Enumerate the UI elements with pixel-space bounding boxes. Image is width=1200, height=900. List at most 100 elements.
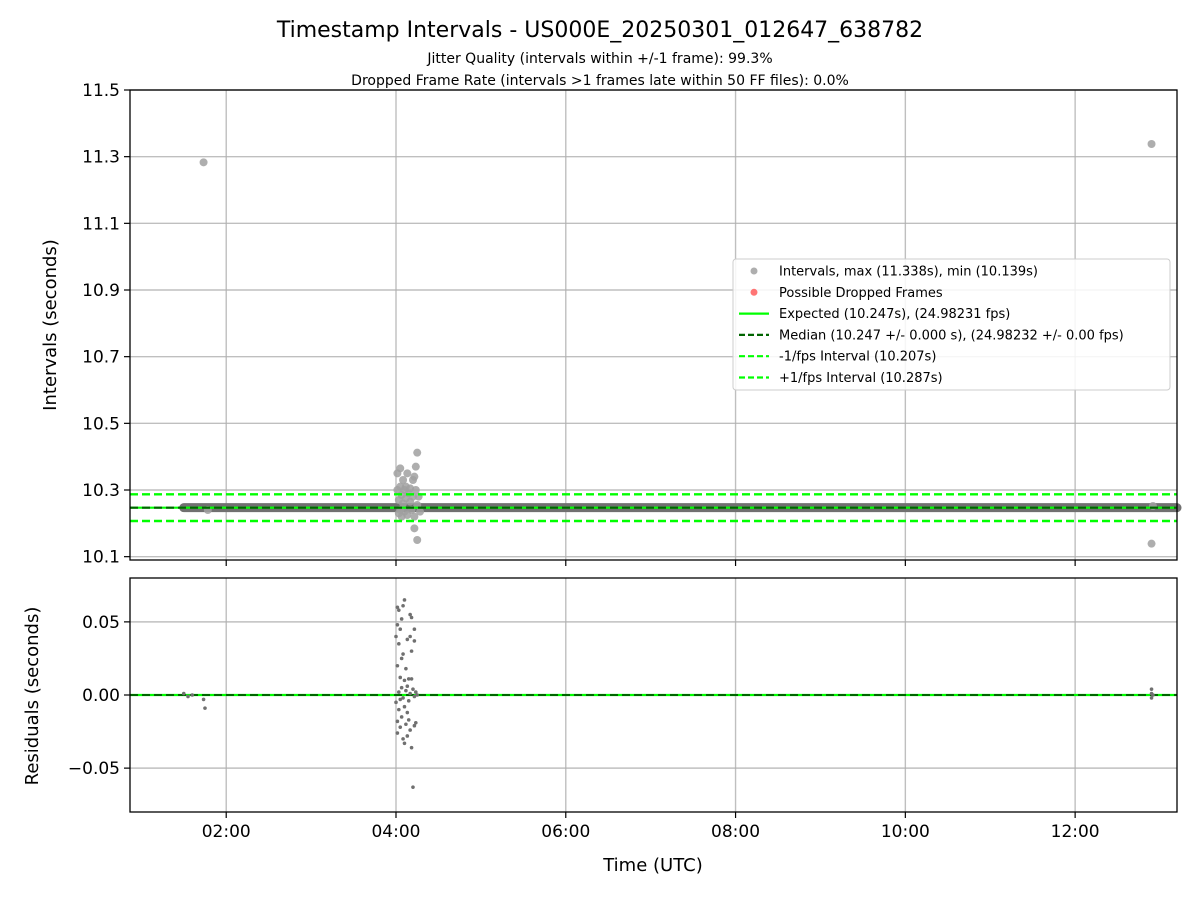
- residual-point: [395, 623, 400, 627]
- residual-point: [401, 652, 405, 656]
- legend-entry: Median (10.247 +/- 0.000 s), (24.98232 +…: [779, 328, 1124, 343]
- residual-point: [409, 745, 414, 750]
- residual-point: [412, 627, 417, 631]
- top-y-tick-label: 10.7: [82, 348, 120, 368]
- legend-box: [732, 258, 1171, 391]
- residual-point: [404, 666, 408, 671]
- residual-point: [399, 715, 404, 719]
- residual-point: [406, 699, 411, 703]
- legend-entry: +1/fps Interval (10.287s): [779, 371, 943, 386]
- residual-point: [412, 639, 417, 643]
- residual-point: [398, 725, 403, 729]
- interval-point: [411, 486, 420, 494]
- interval-point: [410, 512, 419, 521]
- residual-point: [409, 615, 414, 620]
- residual-point: [412, 723, 417, 728]
- legend-entry: Intervals, max (11.338s), min (10.139s): [779, 265, 1038, 280]
- interval-point: [199, 158, 208, 167]
- chart-subtitle-dropped: Dropped Frame Rate (intervals >1 frames …: [351, 73, 849, 89]
- interval-point: [403, 469, 412, 478]
- bottom-x-tick-label: 12:00: [1051, 822, 1100, 842]
- interval-point: [413, 448, 422, 457]
- residual-point: [398, 697, 403, 702]
- residual-point: [181, 691, 186, 696]
- residual-point: [404, 688, 408, 693]
- residual-point: [1151, 693, 1155, 697]
- residual-point: [397, 642, 401, 646]
- legend-entry: Expected (10.247s), (24.98231 fps): [779, 307, 1010, 322]
- bottom-y-tick-label: 0.05: [82, 613, 120, 633]
- residual-point: [394, 634, 398, 639]
- residual-point: [402, 741, 407, 746]
- top-y-tick-label: 11.1: [82, 214, 120, 234]
- interval-point: [1147, 140, 1156, 148]
- residual-point: [190, 693, 195, 697]
- chart-subtitle-jitter: Jitter Quality (intervals within +/-1 fr…: [426, 51, 772, 67]
- residual-point: [405, 684, 410, 689]
- residual-point: [415, 693, 420, 697]
- interval-point: [1147, 539, 1156, 548]
- residual-point: [408, 612, 412, 617]
- residual-point: [414, 720, 418, 725]
- residual-point: [401, 603, 405, 608]
- residual-point: [186, 694, 190, 699]
- bottom-y-tick-label: 0.00: [82, 686, 120, 706]
- interval-point: [399, 476, 408, 484]
- legend-entry: -1/fps Interval (10.207s): [779, 350, 936, 365]
- residual-point: [397, 690, 401, 694]
- legend-entry: Possible Dropped Frames: [779, 286, 943, 301]
- top-y-tick-label: 11.5: [82, 81, 120, 101]
- residual-point: [395, 605, 400, 610]
- residual-point: [1149, 687, 1154, 691]
- residual-point: [397, 707, 401, 712]
- interval-point: [410, 524, 419, 533]
- residual-point: [398, 675, 403, 680]
- residual-point: [408, 728, 412, 732]
- bottom-y-tick-label: −0.05: [68, 759, 120, 779]
- residuals-panel: −0.05 0.00 0.05 02:00 04:00 06:00 08:00 10:00 12…: [68, 577, 1178, 842]
- residual-point: [402, 704, 407, 709]
- intervals-panel: 10.1 10.3 10.5 10.7 10.9 11.1 11.3 11.5: [82, 81, 1182, 568]
- top-y-tick-label: 11.3: [82, 148, 120, 168]
- residual-point: [405, 710, 410, 715]
- residual-point: [405, 637, 410, 642]
- bottom-y-axis-label: Residuals (seconds): [22, 607, 43, 786]
- top-y-tick-label: 10.9: [82, 281, 120, 301]
- residual-point: [398, 627, 403, 631]
- residual-point: [408, 634, 412, 639]
- residual-point: [414, 690, 418, 694]
- interval-point: [410, 472, 419, 481]
- residual-point: [412, 694, 417, 699]
- residual-point: [397, 608, 401, 612]
- bottom-x-tick-label: 08:00: [711, 822, 760, 842]
- residual-point: [399, 617, 404, 621]
- residual-point: [406, 677, 411, 681]
- residual-point: [406, 718, 411, 722]
- bottom-x-tick-label: 10:00: [881, 822, 930, 842]
- residual-point: [395, 731, 400, 735]
- residual-point: [409, 677, 414, 681]
- top-y-tick-label: 10.3: [82, 481, 120, 501]
- residual-point: [203, 706, 207, 710]
- x-axis-label: Time (UTC): [602, 855, 703, 876]
- legend-marker: [750, 267, 758, 275]
- residual-point: [402, 598, 407, 602]
- legend-marker: [750, 288, 758, 296]
- intervals-plot-frame: [129, 89, 1178, 561]
- top-y-axis-label: Intervals (seconds): [40, 239, 61, 411]
- residual-point: [405, 734, 410, 738]
- top-y-tick-label: 10.5: [82, 414, 120, 434]
- interval-point: [416, 507, 425, 516]
- residuals-plot-frame: [129, 577, 1178, 813]
- residual-point: [411, 687, 415, 691]
- residual-point: [395, 719, 400, 724]
- residual-point: [404, 722, 408, 727]
- chart-title: Timestamp Intervals - US000E_20250301_01…: [276, 18, 923, 43]
- top-y-tick-label: 10.1: [82, 548, 120, 568]
- residual-point: [408, 691, 412, 696]
- residual-point: [201, 697, 206, 702]
- legend: Intervals, max (11.338s), min (10.139s) P…: [732, 258, 1171, 391]
- residual-point: [395, 663, 400, 668]
- bottom-x-tick-label: 04:00: [371, 822, 420, 842]
